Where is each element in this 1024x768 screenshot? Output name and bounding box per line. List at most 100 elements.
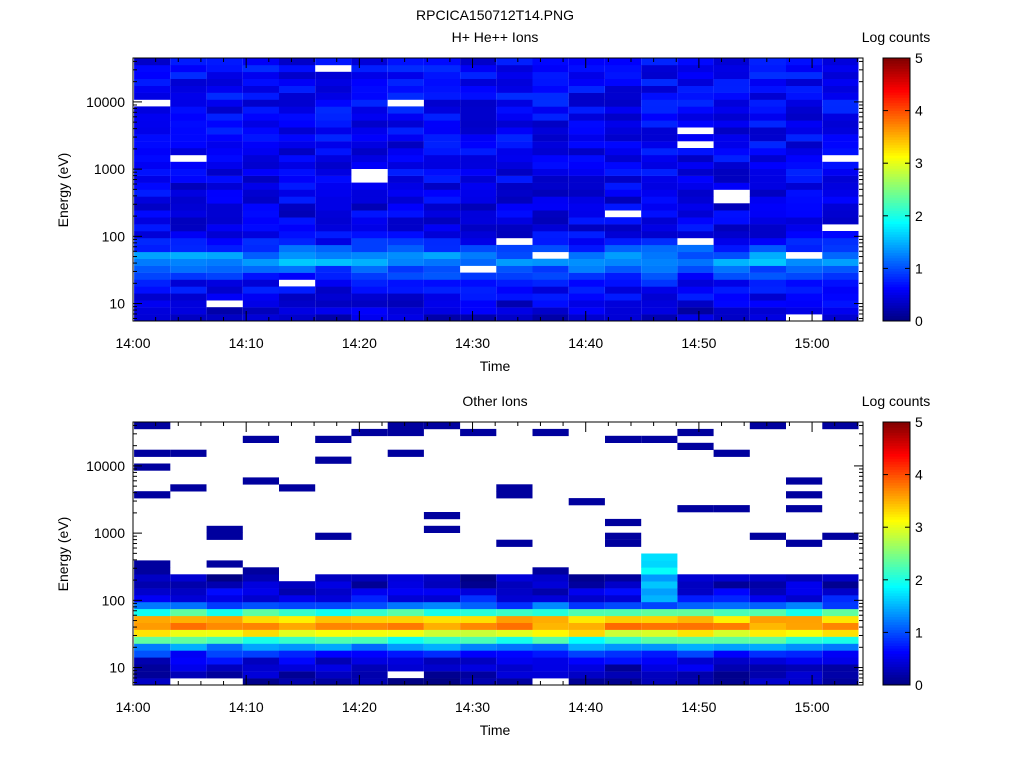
- heatmap-cell: [279, 203, 316, 211]
- heatmap-cell: [387, 182, 424, 190]
- heatmap-cell: [387, 134, 424, 142]
- heatmap-cell: [568, 588, 605, 596]
- heatmap-cell: [423, 231, 461, 239]
- colorbar-segment: [883, 115, 910, 119]
- heatmap-cell: [242, 203, 279, 211]
- heatmap-cell: [423, 314, 461, 322]
- heatmap-cell: [206, 134, 243, 142]
- heatmap-cell: [170, 286, 207, 294]
- colorbar-segment: [883, 629, 910, 633]
- colorbar-segment: [883, 92, 910, 96]
- heatmap-cell: [713, 92, 750, 100]
- heatmap-cell: [315, 78, 352, 86]
- heatmap-cell: [387, 650, 424, 658]
- colorbar-segment: [883, 640, 910, 644]
- heatmap-cell: [206, 217, 243, 225]
- heatmap-cell: [749, 595, 786, 603]
- heatmap-cell: [605, 161, 642, 169]
- colorbar-segment: [883, 582, 910, 586]
- heatmap-cell: [496, 484, 533, 492]
- x-tick-label: 14:30: [455, 335, 490, 351]
- heatmap-cell: [170, 237, 207, 246]
- heatmap-cell: [206, 189, 243, 197]
- heatmap-cell: [134, 224, 171, 232]
- heatmap-cell: [170, 601, 207, 610]
- heatmap-cell: [786, 671, 823, 679]
- colorbar-segment: [883, 86, 910, 90]
- heatmap-cell: [822, 106, 859, 114]
- heatmap-cell: [605, 251, 642, 259]
- heatmap-cell: [423, 622, 461, 630]
- heatmap-cell: [387, 58, 424, 66]
- heatmap-cell: [786, 85, 823, 93]
- heatmap-cell: [605, 58, 642, 66]
- heatmap-cell: [496, 307, 533, 315]
- heatmap-cell: [568, 203, 605, 211]
- heatmap-cell: [170, 203, 207, 211]
- heatmap-cell: [605, 182, 642, 190]
- heatmap-cell: [641, 106, 678, 114]
- heatmap-cell: [206, 64, 243, 73]
- heatmap-cell: [170, 581, 207, 589]
- heatmap-cell: [351, 224, 388, 232]
- heatmap-cell: [279, 71, 316, 79]
- heatmap-cell: [387, 148, 424, 156]
- heatmap-cell: [279, 92, 316, 100]
- heatmap-cell: [749, 58, 786, 66]
- heatmap-cell: [605, 588, 642, 596]
- heatmap-cell: [641, 161, 678, 169]
- heatmap-cell: [242, 99, 279, 107]
- heatmap-cell: [496, 251, 533, 259]
- heatmap-cell: [713, 231, 750, 239]
- heatmap-cell: [423, 92, 461, 100]
- heatmap-cell: [677, 210, 714, 218]
- colorbar-segment: [883, 435, 910, 439]
- heatmap-cell: [605, 279, 642, 287]
- colorbar-segment: [883, 471, 910, 475]
- colorbar-segment: [883, 157, 910, 161]
- heatmap-cell: [605, 141, 642, 149]
- heatmap-cell: [713, 237, 750, 246]
- heatmap-cell: [279, 182, 316, 190]
- heatmap-cell: [641, 237, 678, 246]
- heatmap-cell: [170, 664, 207, 672]
- colorbar-segment: [883, 529, 910, 533]
- heatmap-cell: [351, 265, 388, 273]
- heatmap-cell: [568, 608, 605, 617]
- heatmap-cell: [315, 258, 352, 266]
- heatmap-cell: [170, 148, 207, 156]
- heatmap-cell: [423, 615, 461, 623]
- heatmap-cell: [568, 293, 605, 301]
- heatmap-cell: [134, 463, 171, 471]
- heatmap-cell: [713, 636, 750, 644]
- heatmap-cell: [134, 678, 171, 686]
- x-tick-label: 14:00: [115, 699, 150, 715]
- heatmap-cell: [496, 134, 533, 142]
- heatmap-cell: [351, 636, 388, 644]
- heatmap-cell: [496, 601, 533, 610]
- heatmap-cell: [786, 265, 823, 273]
- heatmap-cell: [532, 588, 569, 596]
- heatmap-cell: [351, 182, 388, 190]
- heatmap-cell: [460, 258, 497, 266]
- heatmap-cell: [496, 286, 533, 294]
- heatmap-cell: [713, 148, 750, 156]
- heatmap-cell: [387, 449, 424, 457]
- heatmap-cell: [641, 58, 678, 66]
- heatmap-cell: [786, 272, 823, 280]
- heatmap-cell: [496, 588, 533, 596]
- heatmap-cell: [134, 650, 171, 658]
- heatmap-cell: [423, 203, 461, 211]
- heatmap-cell: [423, 643, 461, 651]
- heatmap-cell: [206, 664, 243, 672]
- heatmap-cell: [279, 106, 316, 114]
- colorbar-segment: [883, 498, 910, 502]
- heatmap-cell: [749, 279, 786, 287]
- heatmap-cell: [568, 314, 605, 322]
- heatmap-cell: [170, 210, 207, 218]
- heatmap-cell: [460, 210, 497, 218]
- heatmap-cell: [279, 251, 316, 259]
- heatmap-cell: [496, 71, 533, 79]
- heatmap-cell: [279, 196, 316, 204]
- heatmap-cell: [170, 182, 207, 190]
